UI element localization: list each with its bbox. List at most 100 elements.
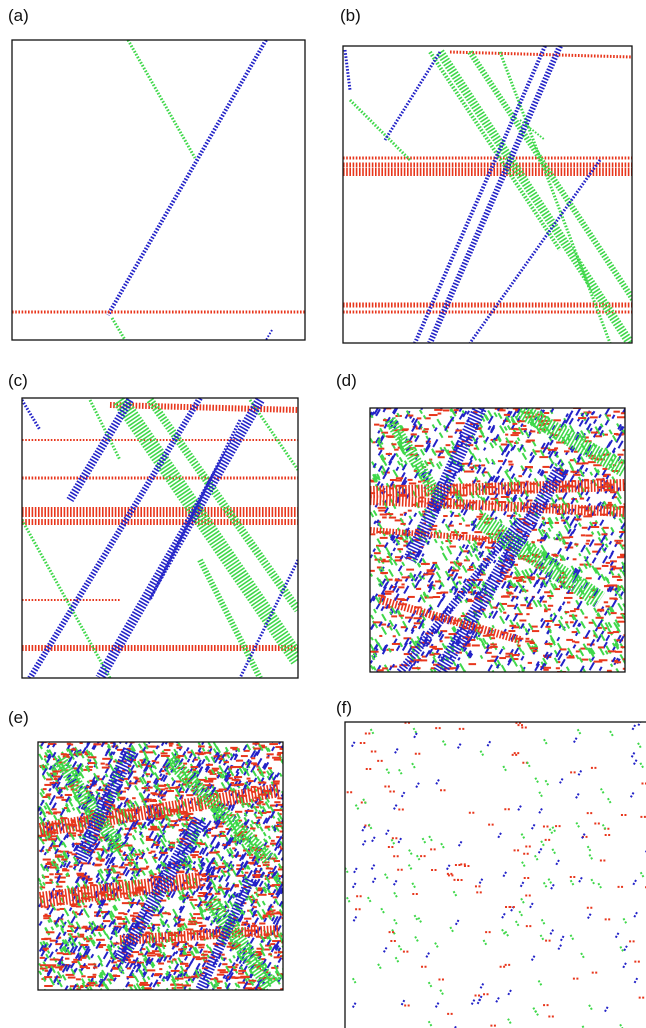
- particle-segment: [372, 477, 377, 483]
- particle-segment: [161, 763, 166, 769]
- particle-segment: [536, 588, 542, 594]
- particle-segment: [141, 821, 147, 829]
- particle-segment: [210, 768, 216, 775]
- particle-segment: [584, 629, 591, 639]
- particle-segment: [112, 977, 117, 982]
- defect-stripe: [22, 519, 112, 678]
- particle-segment: [65, 796, 71, 803]
- particle-segment: [597, 536, 602, 542]
- particle-segment: [158, 799, 163, 805]
- particle-segment: [150, 842, 156, 849]
- particle-segment: [388, 558, 394, 566]
- particle-segment: [572, 516, 577, 521]
- particle-segment: [56, 869, 60, 874]
- particle-segment: [496, 466, 503, 475]
- particle-segment: [512, 613, 519, 622]
- particle-segment: [232, 954, 236, 959]
- particle-segment: [389, 531, 396, 539]
- particle-segment: [47, 919, 51, 924]
- particle-segment: [432, 438, 439, 448]
- particle-segment: [506, 425, 512, 431]
- particle-segment: [215, 815, 220, 820]
- particle-segment: [240, 861, 245, 867]
- particle-segment: [403, 480, 408, 486]
- particle-segment: [273, 940, 280, 950]
- panel: [22, 398, 298, 678]
- particle-segment: [520, 655, 525, 661]
- particle-segment: [155, 864, 161, 871]
- particle-segment: [141, 870, 146, 876]
- particle-segment: [453, 560, 458, 567]
- particle-segment: [256, 757, 263, 767]
- particle-segment: [455, 556, 460, 561]
- particle-segment: [203, 892, 209, 898]
- particle-segment: [191, 890, 197, 896]
- particle-segment: [541, 442, 546, 449]
- particle-segment: [81, 747, 87, 754]
- particle-segment: [197, 766, 203, 774]
- particle-segment: [461, 565, 468, 574]
- particle-segment: [229, 883, 235, 892]
- particle-segment: [276, 811, 283, 821]
- particle-segment: [525, 408, 529, 411]
- particle-segment: [370, 554, 374, 559]
- particle-segment: [604, 413, 611, 422]
- particle-segment: [90, 927, 96, 935]
- particle-segment: [575, 434, 580, 441]
- particle-segment: [446, 449, 451, 455]
- particle-segment: [377, 429, 381, 434]
- particle-segment: [380, 434, 385, 440]
- particle-segment: [417, 423, 423, 430]
- particle-segment: [440, 594, 446, 602]
- particle-segment: [397, 442, 404, 451]
- particle-segment: [464, 544, 470, 550]
- particle-segment: [250, 803, 255, 809]
- particle-segment: [85, 765, 91, 773]
- particle-segment: [383, 644, 389, 651]
- particle-segment: [589, 638, 596, 647]
- particle-segment: [416, 635, 421, 641]
- particle-segment: [400, 425, 404, 430]
- particle-segment: [65, 860, 72, 869]
- particle-segment: [128, 852, 134, 860]
- particle-segment: [184, 891, 190, 897]
- particle-segment: [399, 571, 404, 576]
- particle-segment: [477, 551, 482, 556]
- particle-segment: [403, 585, 410, 594]
- particle-segment: [611, 642, 616, 647]
- particle-segment: [134, 855, 140, 861]
- particle-segment: [109, 910, 116, 918]
- particle-segment: [408, 663, 414, 672]
- particle-segment: [190, 749, 197, 758]
- particle-segment: [567, 528, 572, 535]
- particle-segment: [460, 647, 465, 653]
- particle-segment: [65, 946, 70, 953]
- particle-segment: [372, 548, 376, 553]
- particle-segment: [516, 606, 523, 615]
- particle-segment: [167, 822, 172, 828]
- particle-segment: [372, 666, 377, 671]
- particle-segment: [411, 423, 417, 432]
- particle-segment: [534, 663, 540, 672]
- particle-segment: [575, 408, 581, 416]
- particle-segment: [370, 595, 375, 604]
- particle-segment: [609, 570, 615, 576]
- particle-segment: [213, 983, 218, 988]
- particle-segment: [585, 601, 590, 606]
- particle-segment: [441, 552, 448, 561]
- particle-segment: [241, 852, 247, 860]
- particle-segment: [381, 626, 388, 635]
- particle-segment: [580, 544, 587, 553]
- particle-segment: [198, 948, 204, 954]
- particle-segment: [214, 820, 221, 829]
- particle-segment: [97, 855, 102, 861]
- particle-segment: [512, 410, 517, 418]
- particle-segment: [195, 971, 201, 978]
- particle-segment: [432, 656, 438, 664]
- particle-segment: [509, 654, 516, 663]
- particle-segment: [392, 408, 397, 414]
- particle-segment: [198, 759, 202, 764]
- particle-segment: [151, 961, 156, 967]
- particle-segment: [140, 986, 145, 990]
- particle-segment: [48, 773, 54, 781]
